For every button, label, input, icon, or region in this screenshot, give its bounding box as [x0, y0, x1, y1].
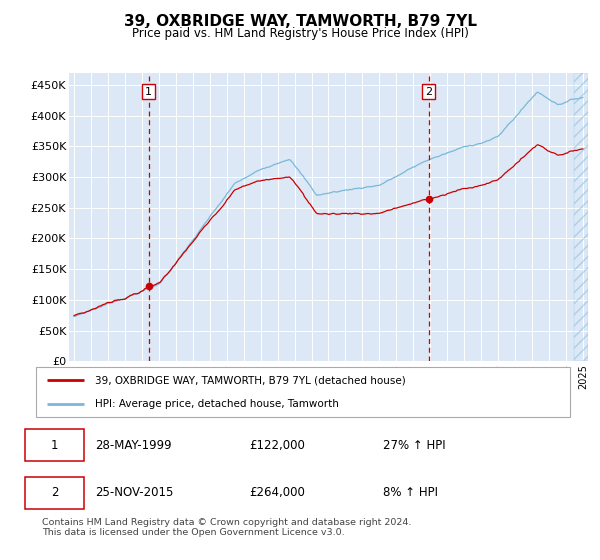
Text: 1: 1 — [51, 438, 58, 452]
Text: £122,000: £122,000 — [250, 438, 305, 452]
FancyBboxPatch shape — [25, 477, 84, 508]
Text: Price paid vs. HM Land Registry's House Price Index (HPI): Price paid vs. HM Land Registry's House … — [131, 27, 469, 40]
FancyBboxPatch shape — [25, 430, 84, 461]
Text: Contains HM Land Registry data © Crown copyright and database right 2024.
This d: Contains HM Land Registry data © Crown c… — [42, 518, 412, 538]
Text: 1: 1 — [145, 87, 152, 96]
Text: 2: 2 — [51, 486, 58, 500]
Text: 39, OXBRIDGE WAY, TAMWORTH, B79 7YL (detached house): 39, OXBRIDGE WAY, TAMWORTH, B79 7YL (det… — [95, 375, 406, 385]
FancyBboxPatch shape — [36, 367, 570, 417]
Text: 2: 2 — [425, 87, 432, 96]
Text: 27% ↑ HPI: 27% ↑ HPI — [383, 438, 446, 452]
Text: 25-NOV-2015: 25-NOV-2015 — [95, 486, 173, 500]
Text: £264,000: £264,000 — [250, 486, 305, 500]
Text: 8% ↑ HPI: 8% ↑ HPI — [383, 486, 438, 500]
Text: 39, OXBRIDGE WAY, TAMWORTH, B79 7YL: 39, OXBRIDGE WAY, TAMWORTH, B79 7YL — [124, 14, 476, 29]
Text: HPI: Average price, detached house, Tamworth: HPI: Average price, detached house, Tamw… — [95, 399, 338, 409]
Text: 28-MAY-1999: 28-MAY-1999 — [95, 438, 172, 452]
